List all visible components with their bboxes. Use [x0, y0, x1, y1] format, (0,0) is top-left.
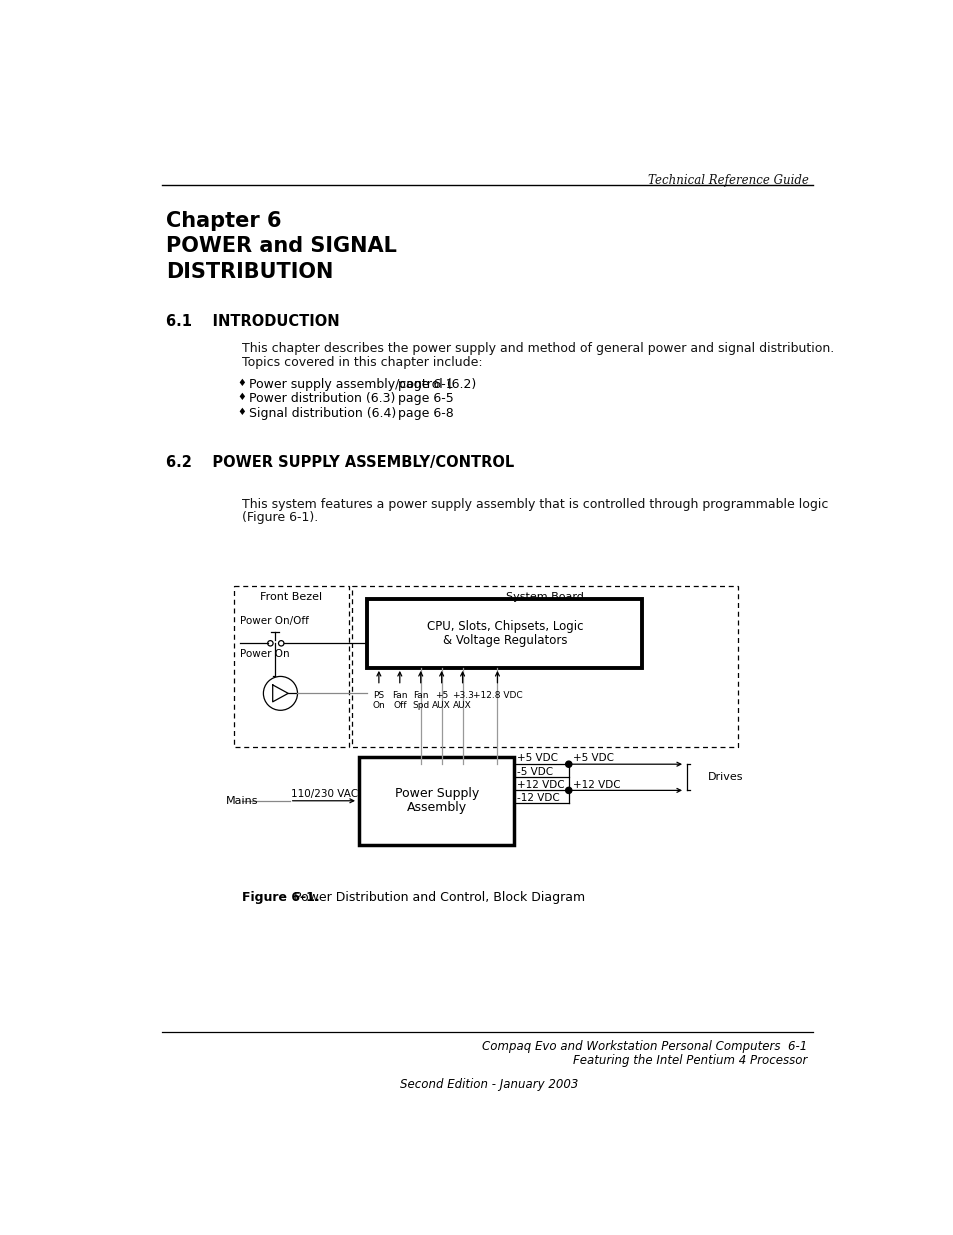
- Text: Topics covered in this chapter include:: Topics covered in this chapter include:: [241, 356, 482, 369]
- Bar: [359, 757, 514, 845]
- Text: This system features a power supply assembly that is controlled through programm: This system features a power supply asse…: [241, 498, 827, 511]
- Text: (Figure 6-1).: (Figure 6-1).: [241, 511, 317, 524]
- Circle shape: [565, 787, 571, 793]
- Circle shape: [565, 761, 571, 767]
- Text: -5 VDC: -5 VDC: [517, 767, 553, 777]
- Text: Power Supply: Power Supply: [395, 788, 478, 800]
- Text: +12.8 VDC: +12.8 VDC: [472, 692, 521, 700]
- Text: DISTRIBUTION: DISTRIBUTION: [166, 262, 333, 282]
- Bar: [352, 585, 737, 747]
- Text: & Voltage Regulators: & Voltage Regulators: [442, 634, 566, 647]
- Text: Signal distribution (6.4): Signal distribution (6.4): [249, 406, 396, 420]
- Text: 110/230 VAC: 110/230 VAC: [291, 789, 358, 799]
- Text: PS
On: PS On: [372, 692, 385, 710]
- Text: Fan
Off: Fan Off: [392, 692, 407, 710]
- Text: Featuring the Intel Pentium 4 Processor: Featuring the Intel Pentium 4 Processor: [573, 1053, 806, 1067]
- Text: -12 VDC: -12 VDC: [517, 793, 559, 803]
- Text: Second Edition - January 2003: Second Edition - January 2003: [399, 1078, 578, 1092]
- Text: ♦: ♦: [237, 393, 246, 403]
- Text: Technical Reference Guide: Technical Reference Guide: [647, 174, 808, 188]
- Text: +5 VDC: +5 VDC: [572, 753, 613, 763]
- Text: Assembly: Assembly: [407, 802, 467, 814]
- Text: This chapter describes the power supply and method of general power and signal d: This chapter describes the power supply …: [241, 342, 833, 356]
- Text: POWER and SIGNAL: POWER and SIGNAL: [166, 236, 396, 256]
- Text: Drives: Drives: [707, 772, 743, 782]
- Text: ♦: ♦: [237, 406, 246, 417]
- Text: Power Distribution and Control, Block Diagram: Power Distribution and Control, Block Di…: [282, 892, 584, 904]
- Text: Fan
Spd: Fan Spd: [412, 692, 429, 710]
- Text: +3.3
AUX: +3.3 AUX: [451, 692, 473, 710]
- Text: Power On/Off: Power On/Off: [240, 616, 309, 626]
- Text: Chapter 6: Chapter 6: [166, 211, 281, 231]
- Text: +5
AUX: +5 AUX: [432, 692, 451, 710]
- Text: ♦: ♦: [237, 378, 246, 388]
- Text: Power distribution (6.3): Power distribution (6.3): [249, 393, 395, 405]
- Text: Front Bezel: Front Bezel: [260, 592, 322, 601]
- Text: Compaq Evo and Workstation Personal Computers  6-1: Compaq Evo and Workstation Personal Comp…: [481, 1040, 806, 1053]
- Text: page 6-8: page 6-8: [397, 406, 454, 420]
- Text: 6.2    POWER SUPPLY ASSEMBLY/CONTROL: 6.2 POWER SUPPLY ASSEMBLY/CONTROL: [166, 454, 514, 469]
- Text: page 6-1: page 6-1: [397, 378, 454, 390]
- Bar: [233, 585, 348, 747]
- Text: Mains: Mains: [226, 795, 258, 805]
- Text: Figure 6–1.: Figure 6–1.: [241, 892, 319, 904]
- Text: CPU, Slots, Chipsets, Logic: CPU, Slots, Chipsets, Logic: [426, 620, 582, 632]
- Text: page 6-5: page 6-5: [397, 393, 454, 405]
- Text: Power supply assembly/control (6.2): Power supply assembly/control (6.2): [249, 378, 476, 390]
- Text: +12 VDC: +12 VDC: [572, 779, 619, 789]
- Text: +5 VDC: +5 VDC: [517, 753, 558, 763]
- Text: System Board: System Board: [505, 592, 583, 601]
- Text: Power On: Power On: [240, 650, 290, 659]
- Bar: [367, 599, 641, 668]
- Text: 6.1    INTRODUCTION: 6.1 INTRODUCTION: [166, 314, 339, 329]
- Text: +12 VDC: +12 VDC: [517, 779, 564, 789]
